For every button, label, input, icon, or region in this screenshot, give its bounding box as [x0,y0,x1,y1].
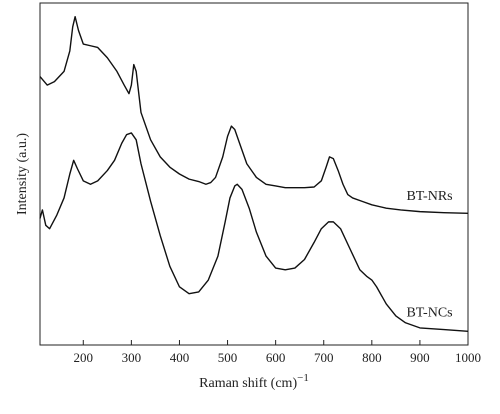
series-layer [39,15,469,333]
x-tick-label: 600 [266,350,286,365]
plot-frame [39,2,469,346]
x-tick-label: 300 [122,350,142,365]
series-line-bt-nrs [39,15,469,215]
y-axis-label: Intensity (a.u.) [15,133,30,215]
x-axis-label: Raman shift (cm)−1 [199,372,309,391]
plot-border [39,2,469,346]
x-tick-label: 200 [74,350,94,365]
x-tick-label: 700 [314,350,334,365]
x-tick-label: 800 [362,350,382,365]
x-tick-label: 1000 [455,350,481,365]
series-label-bt-nrs: BT-NRs [406,189,452,204]
x-tick-label: 900 [410,350,430,365]
series-label-bt-ncs: BT-NCs [406,306,452,321]
x-axis-ticks: 200 300 400 500 600 700 800 900 1000 [74,340,481,365]
series-labels: BT-NRs BT-NCs [406,189,452,321]
x-tick-label: 500 [218,350,238,365]
series-line-bt-ncs [39,132,469,333]
x-tick-label: 400 [170,350,190,365]
